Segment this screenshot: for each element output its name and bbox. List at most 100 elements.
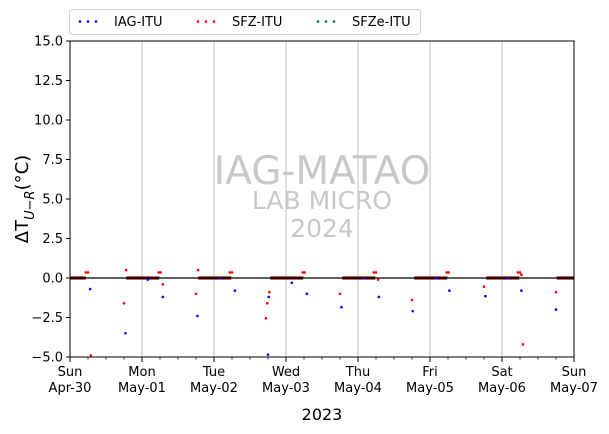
- data-point-iag-itu: [146, 278, 150, 281]
- data-point-iag-itu: [484, 294, 487, 298]
- data-point-iag-itu: [218, 276, 222, 280]
- x-tick-date-label: May-06: [478, 381, 526, 396]
- x-tick-day-label: Sun: [562, 365, 587, 380]
- data-point-iag-itu: [266, 353, 270, 356]
- data-point-sfz-itu: [268, 290, 271, 294]
- x-tick-date-label: May-04: [334, 381, 382, 396]
- data-point-iag-itu: [411, 309, 415, 313]
- x-tick-day-label: Tue: [202, 365, 225, 380]
- x-tick-day-label: Sun: [58, 365, 83, 380]
- data-point-sfz-itu: [520, 273, 523, 277]
- y-axis-label-unit: (°C): [12, 155, 33, 191]
- y-axis: −5.0 −2.5 0.0 2.5 5.0 7.5 10.0 12.5 15.0: [31, 35, 70, 366]
- x-tick-day-label: Wed: [272, 365, 300, 380]
- data-point-iag-itu: [124, 332, 127, 335]
- y-tick-label: 2.5: [42, 232, 63, 247]
- y-axis-label-subscript: U−R: [23, 190, 38, 219]
- data-point-iag-itu: [196, 314, 199, 318]
- data-point-iag-itu: [554, 308, 558, 311]
- plot-area: IAG-MATAO LAB MICRO 2024: [69, 40, 575, 358]
- data-point-sfz-itu: [228, 271, 232, 274]
- data-point-sfz-itu: [372, 271, 376, 274]
- legend-item-sfze-itu: SFZe-ITU: [316, 15, 411, 30]
- legend-marker: [94, 20, 98, 23]
- legend-marker: [212, 20, 216, 23]
- legend-item-sfz-itu: SFZ-ITU: [196, 15, 282, 30]
- x-tick-date-label: May-07: [550, 381, 598, 396]
- data-point-iag-itu: [290, 281, 294, 285]
- data-point-sfz-itu: [264, 316, 268, 320]
- data-point-sfz-itu: [338, 292, 342, 296]
- legend-item-iag-itu: IAG-ITU: [78, 15, 163, 30]
- data-point-sfz-itu: [84, 271, 88, 274]
- data-point-iag-itu: [88, 287, 92, 291]
- data-point-sfz-itu: [230, 271, 234, 274]
- data-point-sfz-itu: [303, 271, 307, 274]
- data-point-sfz-itu: [86, 271, 90, 274]
- data-point-iag-itu: [362, 276, 366, 280]
- data-point-sfz-itu: [521, 343, 525, 346]
- data-point-iag-itu: [434, 276, 438, 280]
- data-point-sfz-itu: [376, 278, 380, 281]
- x-axis: SunApr-30MonMay-01TueMay-02WedMay-03ThuM…: [49, 357, 598, 396]
- legend-marker: [204, 20, 208, 23]
- x-tick-date-label: May-05: [406, 381, 454, 396]
- legend-label: IAG-ITU: [114, 15, 163, 30]
- data-point-sfz-itu: [374, 271, 378, 274]
- data-point-iag-itu: [448, 289, 451, 292]
- data-point-sfz-itu: [301, 271, 304, 274]
- y-tick-label: 0.0: [42, 272, 63, 287]
- data-point-sfz-itu: [161, 283, 165, 286]
- legend-marker: [86, 20, 90, 23]
- x-tick-day-label: Thu: [345, 365, 370, 380]
- data-point-iag-itu: [161, 295, 165, 299]
- y-axis-label-symbol: ΔT: [12, 219, 33, 243]
- y-tick-label: −2.5: [31, 311, 63, 326]
- y-tick-label: 5.0: [42, 193, 63, 208]
- watermark-subtitle: LAB MICRO: [252, 186, 392, 215]
- watermark: IAG-MATAO LAB MICRO 2024: [214, 149, 431, 243]
- y-tick-label: −5.0: [31, 351, 63, 366]
- legend-label: SFZe-ITU: [352, 15, 411, 30]
- data-point-sfz-itu: [89, 354, 93, 357]
- data-point-sfz-itu: [124, 268, 128, 272]
- x-tick-date-label: May-01: [118, 381, 166, 396]
- data-point-sfz-itu: [516, 271, 520, 274]
- watermark-year: 2024: [290, 214, 354, 243]
- data-point-iag-itu: [340, 305, 343, 309]
- legend-frame: [69, 9, 421, 35]
- x-tick-date-label: May-03: [262, 381, 310, 396]
- legend-label: SFZ-ITU: [232, 15, 282, 30]
- data-point-sfz-itu: [447, 271, 451, 274]
- data-point-iag-itu: [267, 295, 271, 299]
- x-axis-label: 2023: [302, 405, 343, 424]
- data-point-sfz-itu: [410, 298, 414, 302]
- legend-marker: [196, 20, 200, 23]
- legend-marker: [324, 20, 328, 23]
- y-axis-label: ΔTU−R(°C): [12, 155, 38, 243]
- y-tick-label: 10.0: [34, 114, 63, 129]
- x-tick-day-label: Mon: [128, 365, 155, 380]
- data-point-sfz-itu: [265, 301, 269, 305]
- data-point-sfz-itu: [194, 292, 198, 296]
- data-point-sfz-itu: [122, 301, 126, 305]
- watermark-title: IAG-MATAO: [214, 149, 431, 194]
- x-tick-date-label: Apr-30: [49, 381, 92, 396]
- data-point-sfz-itu: [196, 268, 200, 272]
- data-point-iag-itu: [233, 289, 237, 292]
- data-point-sfz-itu: [157, 271, 160, 274]
- x-tick-day-label: Sat: [491, 365, 512, 380]
- data-point-sfz-itu: [554, 290, 558, 294]
- data-point-iag-itu: [305, 292, 309, 296]
- data-point-sfz-itu: [518, 271, 522, 274]
- legend-marker: [332, 20, 336, 23]
- legend-marker: [316, 20, 320, 23]
- data-point-sfz-itu: [482, 285, 486, 288]
- y-tick-label: 7.5: [42, 153, 63, 168]
- x-tick-day-label: Fri: [422, 365, 438, 380]
- data-point-sfz-itu: [445, 271, 448, 274]
- y-tick-label: 15.0: [34, 35, 63, 50]
- data-point-iag-itu: [520, 289, 523, 292]
- plot-background: [70, 41, 574, 357]
